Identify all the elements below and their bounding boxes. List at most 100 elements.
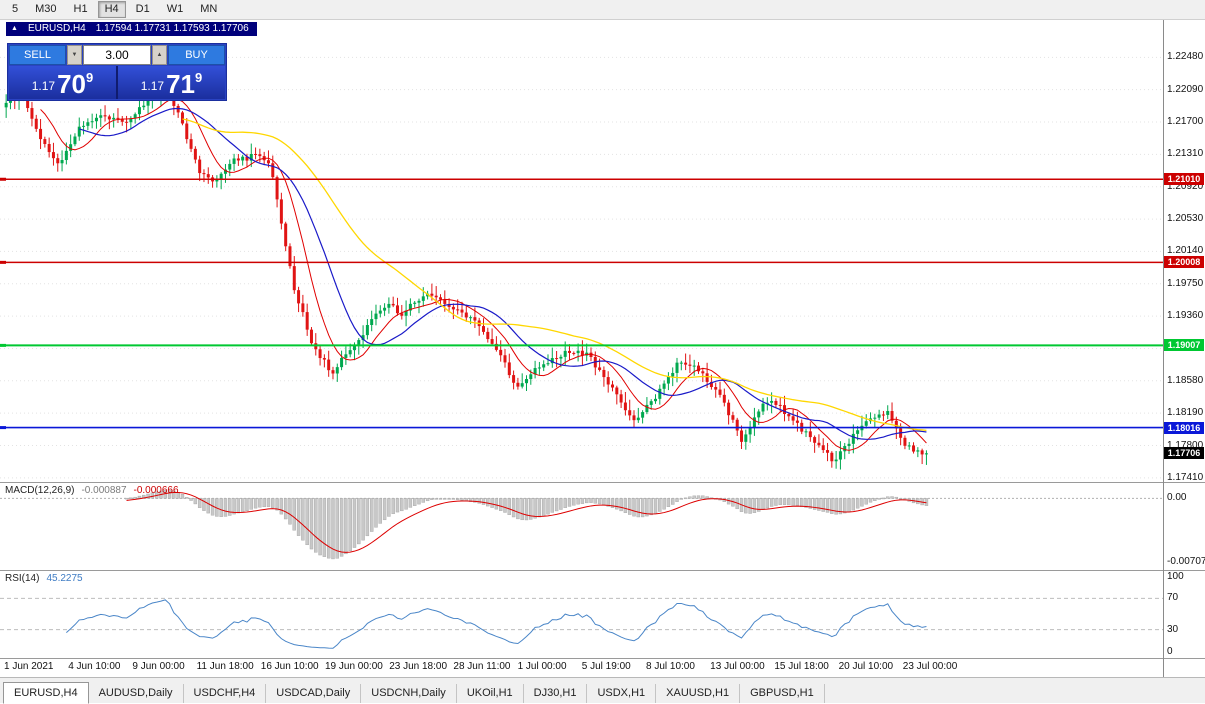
macd-histogram [124,489,929,560]
time-tick: 23 Jun 18:00 [389,661,448,672]
price-tick: 1.22480 [1167,51,1204,63]
timeframe-h1[interactable]: H1 [66,1,95,18]
chart-tab-usdcnh-daily[interactable]: USDCNH,Daily [361,684,457,703]
panel-separator[interactable] [0,570,1205,571]
time-tick: 20 Jul 10:00 [838,661,894,672]
time-tick: 19 Jun 00:00 [324,661,383,672]
axis-separator [1163,20,1164,677]
rsi-tick: 0 [1167,646,1173,657]
grid-layer [0,56,1163,479]
volume-input[interactable]: 3.00 [83,45,151,65]
line-left-marker [0,426,6,430]
buy-price-prefix: 1.17 [140,79,165,93]
rsi-tick: 30 [1167,623,1179,635]
volume-increase-button[interactable]: ▲ [152,45,167,65]
macd-zero-tick: 0.00 [1167,492,1187,504]
time-tick: 1 Jul 00:00 [517,661,567,672]
buy-price-pip: 9 [195,70,203,85]
time-tick: 16 Jun 10:00 [260,661,319,672]
timeframe-d1[interactable]: D1 [128,1,157,18]
timeframe-w1[interactable]: W1 [159,1,191,18]
time-tick: 4 Jun 10:00 [68,661,121,672]
chart-tabs: EURUSD,H4 AUDUSD,Daily USDCHF,H4 USDCAD,Dai… [0,677,1205,704]
rsi-value: 45.2275 [46,573,83,584]
volume-decrease-button[interactable]: ▼ [67,45,82,65]
time-tick: 23 Jul 00:00 [902,661,958,672]
price-tick: 1.17800 [1167,439,1204,451]
chart-ohlc-values: 1.17594 1.17731 1.17593 1.17706 [95,23,249,34]
buy-price[interactable]: 1.17 71 9 [116,66,225,99]
line-left-marker [0,343,6,347]
chart-title-bar: ▲ EURUSD,H4 1.17594 1.17731 1.17593 1.17… [6,22,257,36]
chart-tab-usdx-h1[interactable]: USDX,H1 [587,684,657,703]
chart-area: 1.22480 1.22090 1.21700 1.21310 1.20920 1.205… [0,20,1205,677]
line-left-marker [0,177,6,181]
price-tick: 1.21310 [1167,148,1204,160]
macd-label: MACD(12,26,9) -0.000887 -0.000666 [5,485,179,496]
rsi-tick: 70 [1167,592,1179,604]
sell-price-pip: 9 [86,70,94,85]
price-tick: 1.20140 [1167,245,1204,257]
collapse-icon[interactable]: ▲ [11,25,18,32]
sell-price-prefix: 1.17 [31,79,56,93]
time-tick: 8 Jul 10:00 [645,661,695,672]
price-tick: 1.22090 [1167,83,1204,95]
rsi-tick: 100 [1167,571,1184,582]
line-price-badge: 1.21010 [1164,173,1204,186]
price-tick: 1.20530 [1167,213,1204,225]
chart-tab-eurusd-h4[interactable]: EURUSD,H4 [3,682,89,704]
macd-main-value: -0.000887 [81,485,127,496]
timeframe-h4[interactable]: H4 [97,1,126,18]
macd-title: MACD(12,26,9) [5,485,75,496]
time-tick: 1 Jun 2021 [4,661,54,672]
price-tick: 1.21700 [1167,116,1204,128]
chart-tab-dj30-h1[interactable]: DJ30,H1 [524,684,588,703]
chart-tab-audusd-daily[interactable]: AUDUSD,Daily [89,684,184,703]
sell-button[interactable]: SELL [9,45,66,65]
sell-price[interactable]: 1.17 70 9 [9,66,116,99]
line-price-badge: 1.20008 [1164,256,1204,269]
one-click-trading-panel: SELL ▼ 3.00 ▲ BUY 1.17 70 9 1.17 71 9 [8,44,226,100]
price-tick: 1.20920 [1167,180,1204,192]
panel-separator [0,658,1205,659]
chart-tab-xauusd-h1[interactable]: XAUUSD,H1 [656,684,741,703]
macd-signal-line [126,491,927,553]
time-tick: 11 Jun 18:00 [196,661,254,672]
time-tick: 9 Jun 00:00 [132,661,185,672]
price-tick: 1.18580 [1167,374,1204,386]
ma-line-18 [79,107,927,440]
timeframe-mn[interactable]: MN [193,1,225,18]
line-price-badge: 1.18016 [1164,421,1204,434]
chart-symbol-title: EURUSD,H4 [27,23,86,34]
price-tick: 1.19750 [1167,277,1204,289]
time-tick: 5 Jul 19:00 [581,661,631,672]
chart-tab-usdcad-daily[interactable]: USDCAD,Daily [266,684,362,703]
candles-layer [4,84,928,470]
price-tick: 1.18190 [1167,407,1204,419]
rsi-title: RSI(14) [5,573,40,584]
rsi-line [66,599,927,649]
line-price-badge: 1.19007 [1164,339,1204,352]
price-tick: 1.17410 [1167,471,1204,483]
time-tick: 15 Jul 18:00 [774,661,829,672]
ma-line-42 [182,118,927,432]
price-tick: 1.19360 [1167,310,1204,322]
chart-tab-usdchf-h4[interactable]: USDCHF,H4 [184,684,267,703]
buy-button[interactable]: BUY [168,45,225,65]
timeframe-5[interactable]: 5 [5,1,26,18]
price-chart-canvas[interactable] [0,20,1163,658]
rsi-label: RSI(14) 45.2275 [5,573,83,584]
line-left-marker [0,260,6,264]
chart-tab-gbpusd-h1[interactable]: GBPUSD,H1 [740,684,825,703]
timeframe-toolbar: 5 M30 H1 H4 D1 W1 MN [0,0,1205,20]
macd-min-tick: -0.00707 [1167,555,1205,567]
time-axis[interactable]: 1 Jun 2021 4 Jun 10:00 9 Jun 00:00 11 Jun 1… [0,659,1163,677]
timeframe-m30[interactable]: M30 [28,1,64,18]
buy-price-main: 71 [166,69,196,99]
macd-signal-value: -0.000666 [133,485,179,496]
chart-tab-ukoil-h1[interactable]: UKOil,H1 [457,684,524,703]
price-axis: 1.22480 1.22090 1.21700 1.21310 1.20920 1.205… [1164,20,1205,677]
panel-separator[interactable] [0,482,1205,483]
time-tick: 28 Jun 11:00 [453,661,511,672]
